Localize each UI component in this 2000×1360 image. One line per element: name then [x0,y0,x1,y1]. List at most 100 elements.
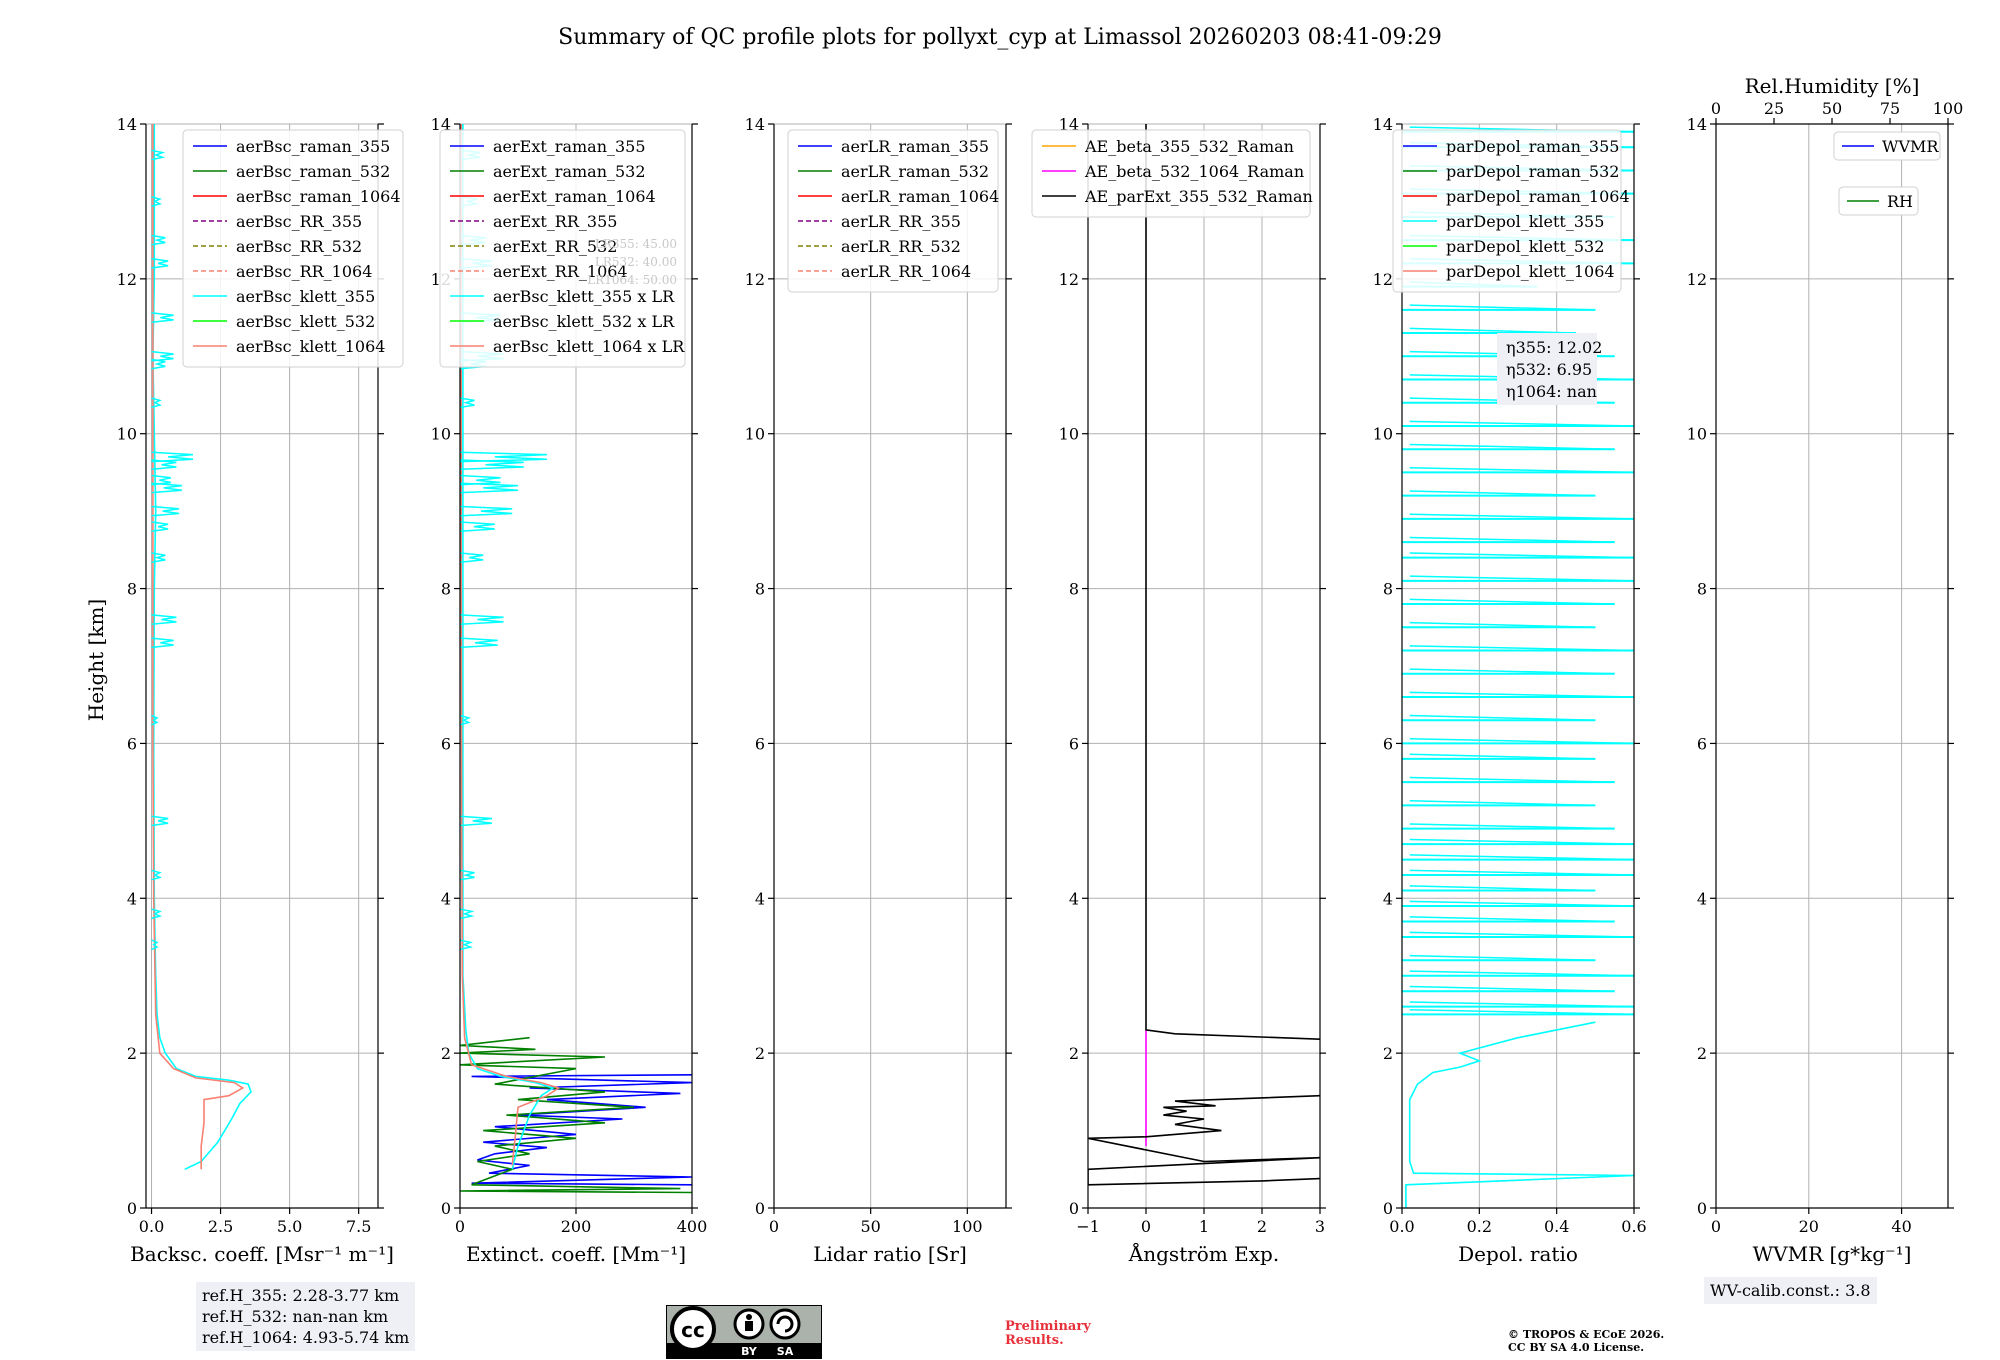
x-tick-label: 0 [769,1217,779,1236]
spike-mark [151,350,174,362]
spike-mark [151,196,162,207]
depol-mark [1409,467,1634,474]
ref-height-355: ref.H_355: 2.28-3.77 km [202,1286,400,1305]
legend: aerLR_raman_355 aerLR_raman_532 aerLR_rama… [787,129,999,293]
y-tick-label: 0 [127,1199,137,1218]
y-tick-label: 14 [745,115,765,134]
y-tick-label: 4 [441,889,451,908]
sa-share-icon [769,1308,801,1340]
legend-label: aerExt_RR_532 [493,237,617,256]
spike-mark [151,939,159,951]
legend-label: parDepol_klett_532 [1446,237,1604,256]
spike-mark [460,939,474,951]
legend: aerExt_raman_355 aerExt_raman_532 aerExt_r… [439,129,686,368]
depol-mark [1409,838,1634,845]
y-tick-label: 14 [1687,115,1707,134]
x-axis-label: Extinct. coeff. [Mm⁻¹] [466,1242,686,1266]
depol-mark [1409,536,1615,543]
depol-mark [1409,985,1615,992]
legend-label: aerExt_raman_532 [493,162,646,181]
x-tick-label: 0.0 [1389,1217,1414,1236]
panel-1: 0 2 4 6 8 10 12 14 0.0 2.5 5.0 7.5 Backsc. coeff. [M… [117,115,404,1266]
wv-calibration-box: WV-calib.const.: 3.8 [1704,1277,1877,1304]
x-tick-label: 40 [1891,1217,1911,1236]
spike-mark [460,459,524,471]
spike-mark [151,815,169,827]
top-axis-label: Rel.Humidity [%] [1745,74,1920,98]
spike-mark [151,459,177,471]
x-tick-label: 0.0 [139,1217,164,1236]
legend-label: aerExt_RR_355 [493,212,617,231]
spike-mark [460,637,498,649]
depol-mark [1409,714,1596,721]
depol-mark [1409,490,1596,497]
y-tick-label: 2 [1383,1044,1393,1063]
spike-mark [151,234,166,246]
legend-label: parDepol_raman_1064 [1446,187,1630,206]
x-tick-label: 0 [455,1217,465,1236]
y-tick-label: 4 [755,889,765,908]
x-tick-label: 5.0 [277,1217,302,1236]
y-axis-label: Height [km] [84,599,108,721]
x-axis-label: Depol. ratio [1458,1242,1578,1266]
depol-mark [1409,443,1615,450]
y-tick-label: 8 [1383,580,1393,599]
panel-3: 0 2 4 6 8 10 12 14 0 50 100 Lidar ratio [Sr] aerLR_r… [745,115,1012,1266]
x-tick-label: 0.2 [1467,1217,1492,1236]
eta-box: η355: 12.02 η532: 6.95 η1064: nan [1497,333,1602,405]
legend-label: aerBsc_klett_355 x LR [493,287,675,306]
spike-mark [151,505,180,517]
legend-box [1031,129,1311,218]
x-tick-label: 0.4 [1544,1217,1569,1236]
series-aerBsc_klett_1064 x LR [460,124,561,1166]
copyright-line-1: © TROPOS & ECoE 2026. [1508,1328,1665,1341]
y-tick-label: 2 [1697,1044,1707,1063]
spike-mark [460,505,513,517]
y-tick-label: 0 [441,1199,451,1218]
y-tick-label: 6 [1069,734,1079,753]
spike-mark [460,552,484,563]
depol-mark [1409,552,1634,559]
y-tick-label: 2 [441,1044,451,1063]
preliminary-line-2: Results. [1005,1333,1064,1348]
legend-label: aerBsc_klett_532 x LR [493,312,675,331]
legend-label: AE_beta_532_1064_Raman [1084,162,1304,181]
legend: AE_beta_355_532_Raman AE_beta_532_1064_Ra… [1031,129,1313,218]
spike-mark [151,474,172,486]
legend-label: parDepol_raman_532 [1446,162,1619,181]
preliminary-note: Preliminary Results. [1005,1320,1091,1348]
depol-mark [1409,931,1634,938]
sa-label: SA [777,1345,794,1358]
x-tick-label: 0 [1141,1217,1151,1236]
series-aerExt_raman_532 [460,1036,692,1194]
depol-mark [1409,738,1634,745]
y-tick-label: 12 [745,270,765,289]
depol-mark [1409,420,1634,427]
x-tick-label: 100 [952,1217,983,1236]
legend-label: parDepol_klett_355 [1446,212,1604,231]
depol-mark [1409,823,1615,830]
spike-mark [460,614,504,625]
x-tick-label: 0 [1711,1217,1721,1236]
legend-label: aerBsc_raman_355 [236,137,390,156]
x-axis-label: WVMR [g*kg⁻¹] [1753,1242,1912,1266]
spike-mark [151,637,174,649]
spike-mark [460,521,495,533]
spike-mark [460,451,548,463]
preliminary-line-1: Preliminary [1005,1319,1091,1334]
x-tick-label: 20 [1799,1217,1819,1236]
spike-mark [151,482,182,494]
lr-watermark-532: LR532: 40.00 [595,255,677,269]
by-label: BY [741,1345,758,1358]
x-tick-label: 3 [1315,1217,1325,1236]
depol-mark [1409,776,1615,783]
series-aerBsc_klett_355 [152,124,252,1171]
legend-label: aerBsc_raman_532 [236,162,390,181]
ref-height-1064: ref.H_1064: 4.93-5.74 km [202,1328,410,1347]
top-x-tick-label: 25 [1764,99,1784,118]
legend-label: aerBsc_klett_1064 [236,337,385,356]
legend-label: aerBsc_RR_355 [236,212,362,231]
legend-label: AE_parExt_355_532_Raman [1084,187,1313,206]
